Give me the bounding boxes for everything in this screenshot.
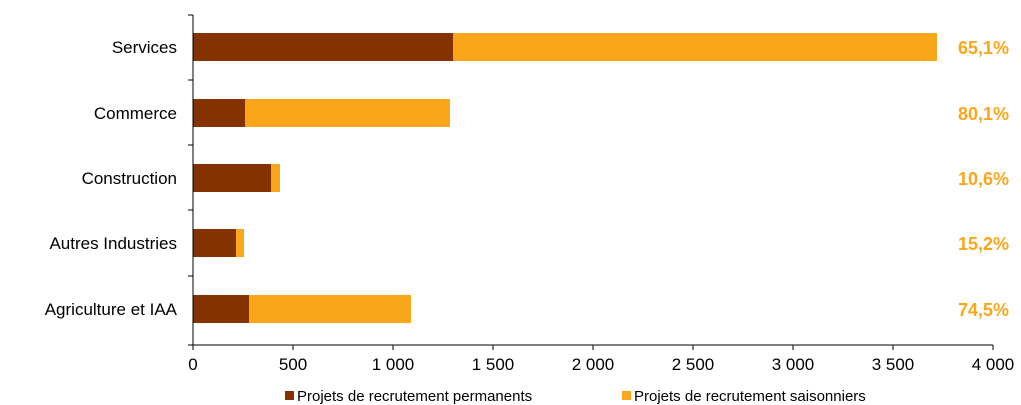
- legend-swatch: [285, 391, 294, 400]
- share-label-autres-industries: 15,2%: [958, 234, 1009, 254]
- bar-autres-industries-permanents: [193, 229, 236, 257]
- share-label-services: 65,1%: [958, 38, 1009, 58]
- category-label-agriculture-et-iaa: Agriculture et IAA: [45, 300, 178, 319]
- x-tick-label: 0: [188, 355, 197, 374]
- share-label-agriculture-et-iaa: 74,5%: [958, 300, 1009, 320]
- legend-item-saisonniers: Projets de recrutement saisonniers: [622, 388, 866, 405]
- x-tick-label: 1 500: [472, 355, 515, 374]
- bar-agriculture-et-iaa-permanents: [193, 295, 249, 323]
- category-label-commerce: Commerce: [94, 104, 177, 123]
- x-tick-label: 2 500: [672, 355, 715, 374]
- bar-construction-permanents: [193, 164, 271, 192]
- legend-label: Projets de recrutement permanents: [297, 388, 532, 405]
- share-label-construction: 10,6%: [958, 169, 1009, 189]
- bars-layer: [193, 33, 937, 323]
- bar-commerce-saisonniers: [245, 99, 450, 127]
- x-tick-label: 3 000: [772, 355, 815, 374]
- category-label-services: Services: [112, 38, 177, 57]
- x-tick-label: 2 000: [572, 355, 615, 374]
- category-label-autres-industries: Autres Industries: [49, 234, 177, 253]
- axes-layer: 0 500 1 000 1 500 2 000 2 500 3 000 3 500 4 000: [188, 14, 1015, 374]
- x-tick-label: 1 000: [372, 355, 415, 374]
- bar-construction-saisonniers: [271, 164, 280, 192]
- legend-item-permanents: Projets de recrutement permanents: [285, 388, 532, 405]
- x-tick-label: 500: [279, 355, 307, 374]
- bar-commerce-permanents: [193, 99, 245, 127]
- bar-services-saisonniers: [453, 33, 937, 61]
- share-label-commerce: 80,1%: [958, 104, 1009, 124]
- x-tick-label: 3 500: [872, 355, 915, 374]
- legend-label: Projets de recrutement saisonniers: [634, 388, 866, 405]
- legend-swatch: [622, 391, 631, 400]
- labels-layer: Services 65,1% Commerce 80,1% Construction 10…: [45, 38, 1009, 320]
- bar-autres-industries-saisonniers: [236, 229, 244, 257]
- x-tick-label: 4 000: [972, 355, 1015, 374]
- bar-services-permanents: [193, 33, 453, 61]
- bar-agriculture-et-iaa-saisonniers: [249, 295, 411, 323]
- category-label-construction: Construction: [82, 169, 177, 188]
- legend: Projets de recrutement permanents Projets…: [285, 388, 866, 405]
